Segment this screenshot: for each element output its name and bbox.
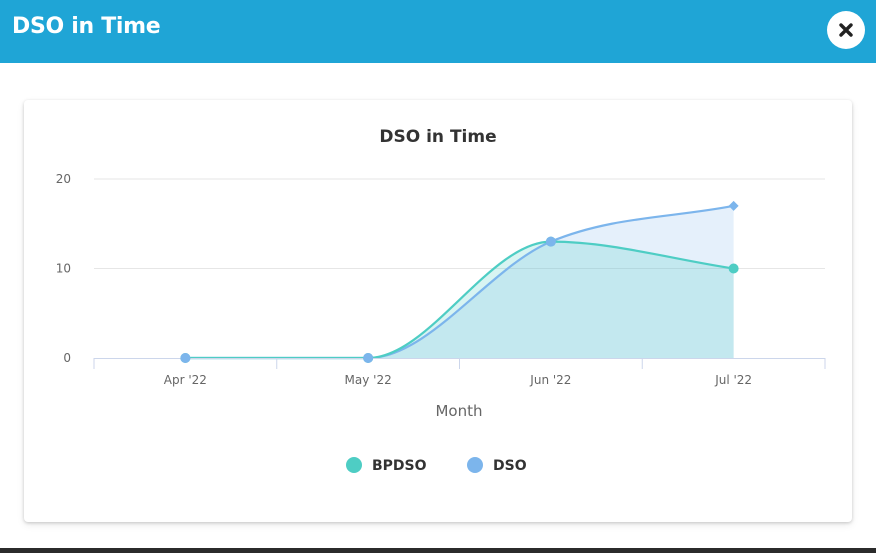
x-tick-label: Apr '22 bbox=[164, 373, 207, 387]
close-icon bbox=[839, 23, 853, 37]
point-bpdso[interactable] bbox=[728, 263, 739, 274]
chart-card: DSO in Time 0 10 20 Apr '22 May '22 Jun '22 J… bbox=[24, 100, 852, 522]
y-tick-label: 20 bbox=[56, 172, 71, 186]
legend-item-bpdso[interactable]: BPDSO bbox=[346, 457, 427, 474]
x-axis bbox=[93, 358, 826, 369]
grid-lines bbox=[94, 178, 825, 269]
legend-label: BPDSO bbox=[372, 458, 427, 474]
modal-title: DSO in Time bbox=[12, 14, 161, 39]
modal-header: DSO in Time bbox=[0, 0, 876, 63]
y-axis-ticks: 0 10 20 bbox=[56, 172, 71, 365]
series-markers bbox=[180, 200, 739, 363]
legend-marker bbox=[467, 457, 483, 473]
legend-label: DSO bbox=[493, 458, 527, 474]
legend-item-dso[interactable]: DSO bbox=[467, 457, 527, 474]
x-tick-label: Jun '22 bbox=[529, 373, 571, 387]
close-button[interactable] bbox=[827, 11, 865, 49]
x-axis-label: Month bbox=[435, 402, 482, 420]
x-axis-ticks: Apr '22 May '22 Jun '22 Jul '22 bbox=[164, 373, 752, 387]
legend: BPDSO DSO bbox=[346, 457, 527, 474]
y-tick-label: 10 bbox=[56, 262, 71, 276]
x-tick-label: May '22 bbox=[345, 373, 392, 387]
point-dso[interactable] bbox=[363, 353, 374, 363]
x-tick-label: Jul '22 bbox=[714, 373, 752, 387]
y-tick-label: 0 bbox=[63, 351, 71, 365]
point-dso[interactable] bbox=[728, 200, 739, 211]
series-areas bbox=[185, 205, 734, 358]
bottom-strip bbox=[0, 548, 876, 553]
point-dso[interactable] bbox=[180, 353, 191, 363]
dso-chart: DSO in Time 0 10 20 Apr '22 May '22 Jun '22 J… bbox=[56, 127, 826, 474]
legend-marker bbox=[346, 457, 362, 473]
chart-title: DSO in Time bbox=[379, 127, 496, 147]
point-dso[interactable] bbox=[545, 236, 556, 247]
